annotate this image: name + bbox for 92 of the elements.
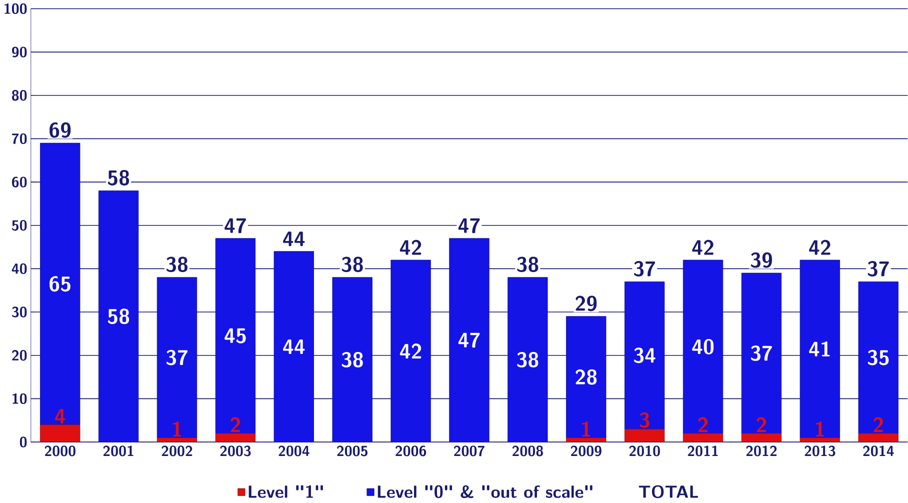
x-tick-label: 2007 — [454, 445, 485, 456]
x-tick-label: 2011 — [688, 445, 718, 456]
total-label: 39 — [750, 252, 772, 268]
total-label: 42 — [809, 240, 830, 255]
total-label: 69 — [50, 122, 71, 138]
x-tick-label: 2009 — [570, 445, 602, 456]
bar — [215, 238, 256, 434]
data-label: 41 — [809, 341, 830, 356]
bar — [858, 433, 898, 442]
total-label: 58 — [108, 170, 130, 186]
total-label: 38 — [166, 256, 188, 272]
data-label: 38 — [342, 352, 363, 368]
bar — [40, 142, 80, 425]
data-label: 28 — [576, 369, 597, 385]
x-tick-label: 2013 — [804, 445, 836, 456]
total-label: 47 — [458, 218, 480, 234]
data-label: 42 — [400, 343, 422, 358]
y-tick-label: 80 — [12, 90, 27, 101]
y-tick-label: 40 — [12, 263, 27, 274]
y-tick-label: 50 — [12, 220, 27, 231]
data-label: 1 — [172, 421, 182, 436]
data-label: 2 — [756, 417, 766, 432]
bar — [624, 281, 665, 430]
x-tick-label: 2003 — [220, 445, 251, 456]
bar — [40, 424, 80, 442]
data-label: 2 — [698, 417, 708, 432]
bar — [682, 433, 724, 442]
x-tick-label: 2010 — [629, 445, 660, 456]
total-label: 47 — [224, 218, 246, 234]
y-tick-label: 100 — [4, 3, 27, 14]
bar — [156, 437, 198, 442]
y-tick-label: 60 — [12, 176, 27, 188]
bar — [682, 260, 724, 434]
bar — [508, 277, 548, 442]
bar — [566, 437, 606, 442]
text: TOTAL — [638, 485, 698, 498]
legend-label: Level "1" — [248, 485, 323, 498]
data-label: 37 — [166, 350, 188, 366]
total-label: 42 — [692, 240, 714, 255]
data-label: 35 — [868, 350, 889, 366]
bar — [215, 433, 256, 442]
y-tick-label: 10 — [12, 393, 27, 404]
bar — [858, 281, 898, 434]
bar — [390, 260, 431, 442]
x-tick-label: 2012 — [746, 445, 777, 456]
total-label: 42 — [400, 240, 422, 255]
data-label: 3 — [640, 412, 650, 428]
total-label: 38 — [342, 256, 363, 272]
bar — [156, 277, 198, 438]
data-label: 38 — [517, 352, 538, 368]
data-label: 47 — [458, 332, 480, 348]
bar — [800, 437, 840, 442]
bar — [566, 316, 606, 438]
x-tick-label: 2004 — [278, 445, 310, 456]
bar — [98, 190, 139, 442]
data-label: 34 — [634, 348, 656, 363]
data-label: 2 — [230, 417, 240, 432]
x-tick-label: 2000 — [44, 445, 76, 456]
data-label: 65 — [50, 276, 70, 292]
data-label: 44 — [283, 339, 305, 354]
bar — [624, 428, 665, 442]
legend-label: Level "0" & "out of scale" — [378, 485, 592, 498]
data-label: 45 — [224, 328, 246, 344]
total-label: 29 — [576, 296, 597, 311]
x-tick-label: 2005 — [337, 445, 368, 456]
x-tick-label: 2014 — [863, 445, 894, 456]
y-tick-label: 70 — [12, 133, 27, 144]
bar — [741, 272, 782, 434]
y-tick-label: 20 — [12, 350, 27, 361]
data-label: 37 — [750, 345, 772, 361]
y-tick-label: 0 — [20, 436, 27, 448]
y-tick-label: 90 — [12, 46, 27, 58]
total-label: 38 — [517, 256, 538, 272]
total-label: 44 — [283, 232, 305, 246]
x-tick-label: 2002 — [162, 445, 192, 456]
bar — [800, 260, 840, 438]
data-label: 2 — [874, 417, 883, 432]
x-tick-label: 2008 — [512, 445, 543, 456]
total-label: 37 — [634, 260, 656, 276]
x-tick-label: 2006 — [395, 445, 426, 456]
data-label: 40 — [692, 338, 714, 354]
bar — [741, 433, 782, 442]
y-tick-label: 30 — [12, 306, 27, 318]
data-label: 58 — [108, 308, 130, 324]
bar — [274, 251, 314, 442]
bar — [332, 277, 372, 442]
total-label: 37 — [868, 260, 889, 276]
data-label: 1 — [582, 421, 590, 436]
bar — [449, 238, 490, 442]
data-label: 4 — [55, 408, 66, 424]
x-tick-label: 2001 — [103, 445, 134, 456]
data-label: 1 — [816, 421, 824, 436]
